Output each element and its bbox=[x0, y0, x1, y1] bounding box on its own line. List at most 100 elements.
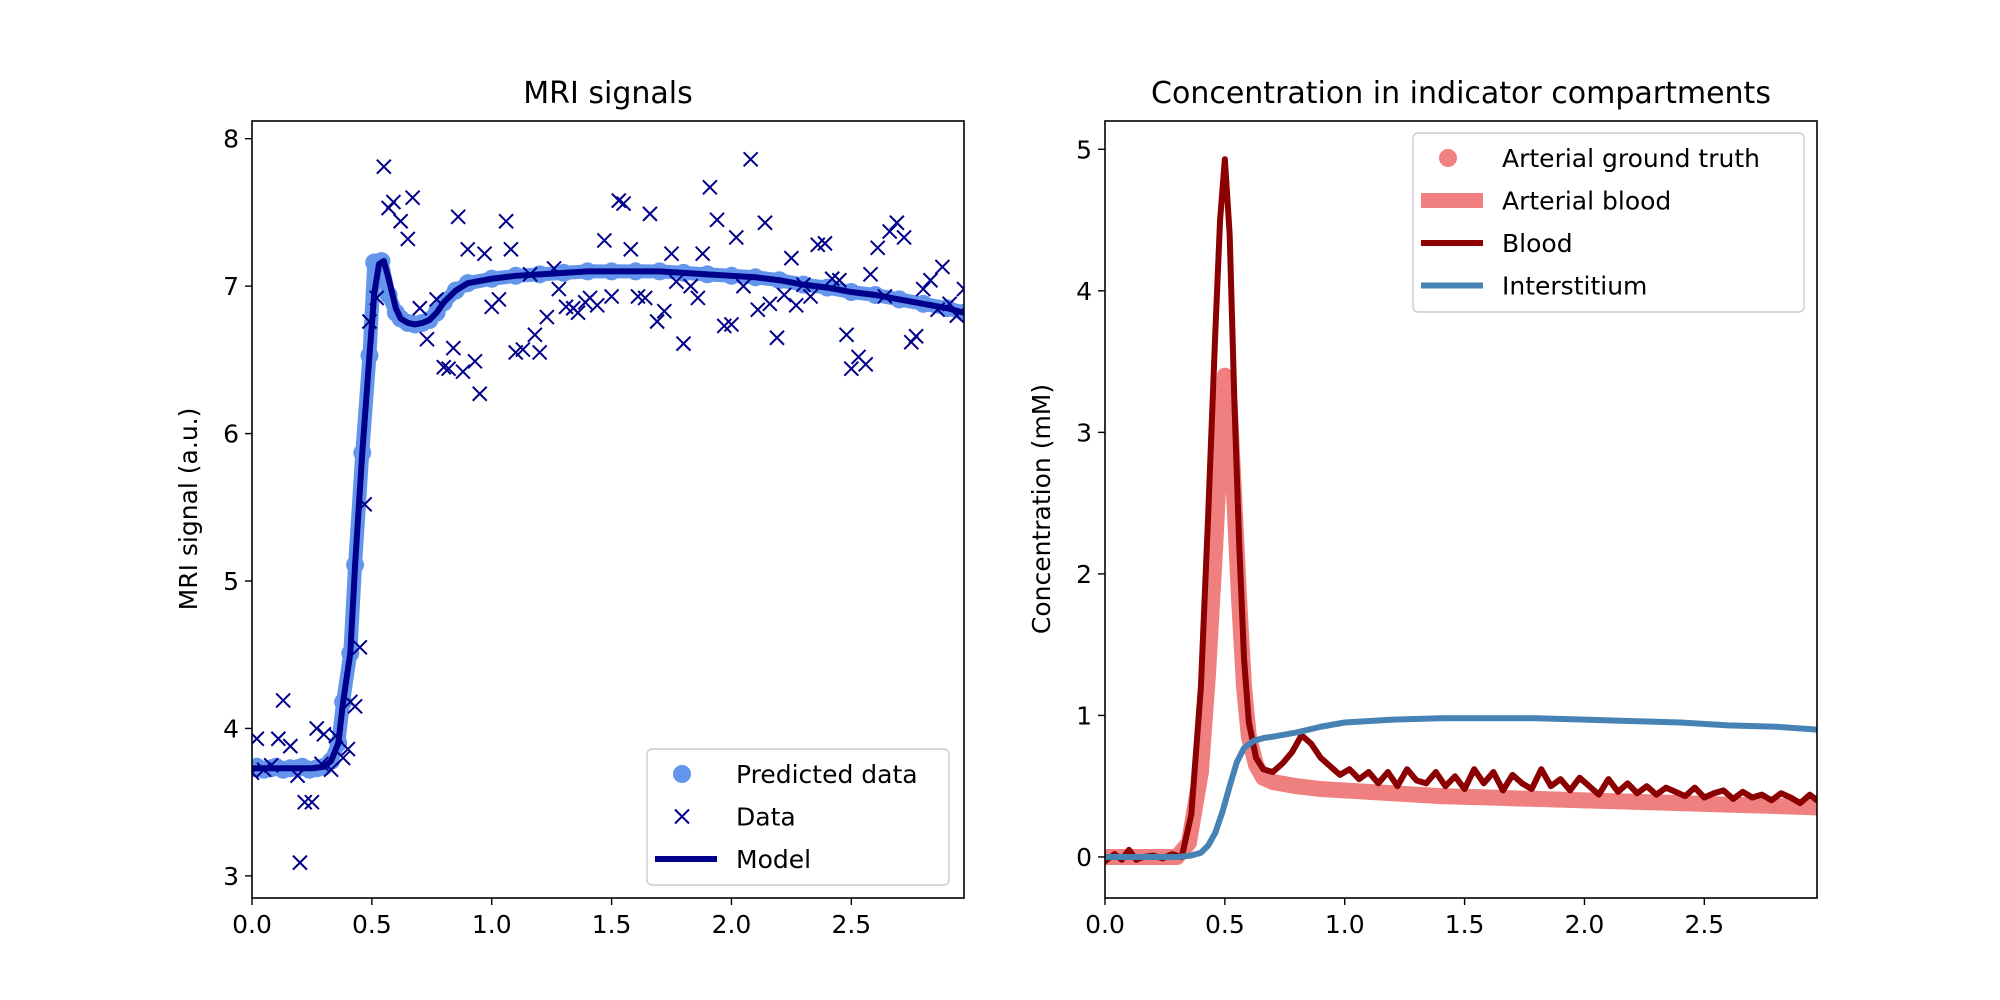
data-point bbox=[611, 192, 627, 209]
x-tick-label: 0.5 bbox=[352, 910, 392, 939]
data-point bbox=[491, 291, 507, 308]
plot-area bbox=[252, 151, 964, 871]
y-tick-label: 8 bbox=[223, 125, 239, 154]
x-tick-label: 2.5 bbox=[831, 910, 871, 939]
y-tick-label: 1 bbox=[1076, 701, 1092, 730]
data-point bbox=[838, 327, 855, 343]
data-point bbox=[460, 241, 476, 257]
x-tick-label: 1.5 bbox=[592, 910, 632, 939]
legend: Predicted data Data Model bbox=[646, 748, 950, 886]
legend-label: Arterial ground truth bbox=[1502, 144, 1760, 173]
legend-marker bbox=[673, 765, 691, 783]
data-point bbox=[908, 328, 924, 344]
y-tick-label: 3 bbox=[1076, 418, 1092, 447]
y-tick-label: 7 bbox=[223, 272, 239, 301]
legend-label: Arterial blood bbox=[1502, 187, 1671, 216]
data-point bbox=[831, 272, 848, 288]
data-point bbox=[412, 300, 428, 316]
y-tick-label: 0 bbox=[1076, 843, 1092, 872]
data-point bbox=[762, 296, 778, 312]
y-axis-label: MRI signal (a.u.) bbox=[174, 408, 203, 611]
data-point bbox=[270, 731, 287, 747]
data-point bbox=[788, 297, 804, 314]
data-point bbox=[783, 250, 800, 266]
legend-item-model: Model bbox=[655, 845, 811, 874]
data-point bbox=[603, 288, 620, 305]
mri-signals-panel: MRI signals MRI signal (a.u.) 0.0 0.5 1.0 1… bbox=[174, 76, 965, 939]
data-point bbox=[385, 194, 402, 210]
legend: Arterial ground truth Arterial blood Blood… bbox=[1412, 132, 1805, 313]
data-point bbox=[498, 213, 514, 229]
chart-title: MRI signals bbox=[523, 76, 692, 111]
model-line bbox=[252, 258, 964, 772]
data-point bbox=[589, 297, 605, 314]
x-tick-label: 0.0 bbox=[1085, 910, 1125, 939]
data-point bbox=[392, 213, 409, 229]
data-point bbox=[642, 206, 658, 222]
y-tick-label: 2 bbox=[1076, 560, 1092, 589]
data-series bbox=[252, 151, 964, 871]
data-point bbox=[340, 741, 356, 757]
data-point bbox=[335, 750, 351, 766]
axes-frame bbox=[1104, 120, 1818, 899]
data-point bbox=[445, 340, 462, 356]
data-point bbox=[551, 281, 567, 297]
data-point bbox=[656, 303, 673, 319]
data-point bbox=[881, 223, 898, 240]
data-point bbox=[702, 179, 718, 196]
data-point bbox=[922, 272, 939, 288]
data-point bbox=[896, 229, 912, 246]
data-point bbox=[862, 266, 879, 283]
data-point bbox=[663, 245, 680, 262]
legend-label: Interstitium bbox=[1502, 272, 1647, 301]
data-point bbox=[723, 316, 740, 333]
data-point bbox=[869, 240, 886, 256]
x-tick-label: 1.5 bbox=[1445, 910, 1485, 939]
x-tick-label: 2.5 bbox=[1684, 910, 1724, 939]
data-point bbox=[531, 344, 548, 361]
data-point bbox=[694, 245, 711, 262]
data-point bbox=[503, 241, 519, 257]
legend-marker bbox=[1439, 149, 1457, 167]
data-point bbox=[742, 151, 759, 168]
data-point bbox=[467, 353, 483, 370]
legend-item-arterial-blood: Arterial blood bbox=[1421, 187, 1671, 216]
data-point bbox=[476, 245, 493, 262]
blood-series bbox=[1105, 156, 1817, 865]
data-point bbox=[292, 854, 308, 871]
interstitium-line bbox=[1105, 715, 1817, 860]
data-point bbox=[596, 232, 613, 249]
data-point bbox=[690, 290, 706, 306]
axes-frame bbox=[251, 120, 965, 899]
x-tick-label: 0.5 bbox=[1205, 910, 1245, 939]
data-point bbox=[615, 195, 632, 212]
x-tick-label: 2.0 bbox=[1565, 910, 1605, 939]
data-point bbox=[934, 259, 951, 275]
data-point bbox=[472, 386, 488, 402]
data-point bbox=[347, 698, 363, 715]
data-point bbox=[404, 189, 421, 206]
y-tick-label: 5 bbox=[223, 567, 239, 596]
data-point bbox=[735, 278, 752, 294]
arterial-blood-line bbox=[1105, 368, 1817, 865]
data-point bbox=[757, 215, 773, 231]
interstitium-series bbox=[1105, 715, 1817, 860]
chart-title: Concentration in indicator compartments bbox=[1151, 76, 1771, 111]
data-point bbox=[515, 341, 531, 358]
data-point bbox=[776, 287, 792, 303]
data-point bbox=[728, 229, 744, 246]
data-point bbox=[668, 274, 685, 290]
legend-item-interstitium: Interstitium bbox=[1421, 272, 1647, 301]
legend-frame bbox=[1412, 132, 1805, 313]
legend-label: Data bbox=[736, 803, 796, 832]
legend-item-data: Data bbox=[674, 803, 796, 832]
legend-item-arterial-ground-truth: Arterial ground truth bbox=[1439, 144, 1760, 173]
data-point bbox=[352, 639, 368, 656]
x-tick-label: 0.0 bbox=[232, 910, 272, 939]
data-point bbox=[376, 158, 392, 175]
data-point bbox=[682, 278, 699, 294]
data-point bbox=[623, 241, 639, 257]
data-point bbox=[956, 281, 964, 297]
data-point bbox=[649, 313, 665, 330]
